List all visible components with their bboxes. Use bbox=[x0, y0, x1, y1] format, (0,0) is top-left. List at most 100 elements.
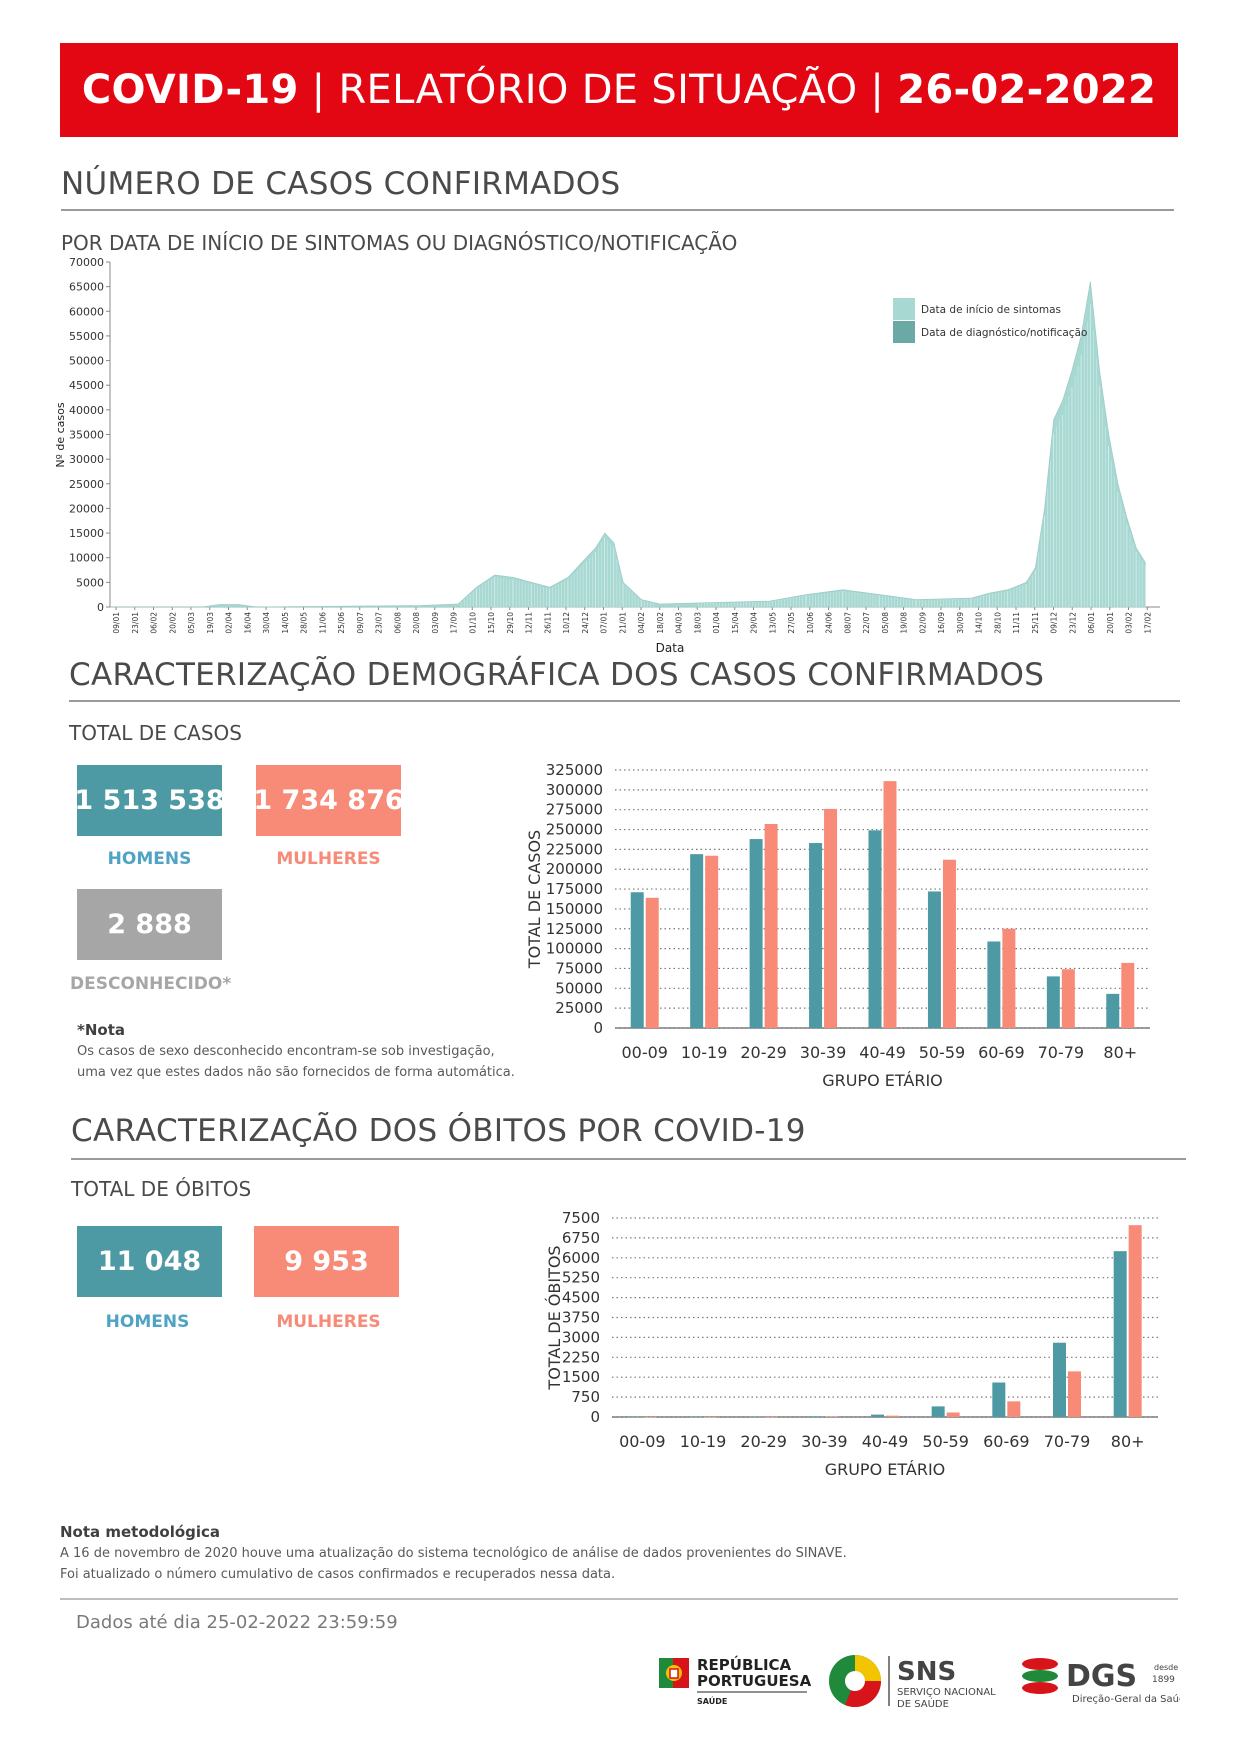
bar-men bbox=[1106, 993, 1120, 1028]
x-tick-label: 20-29 bbox=[740, 1432, 787, 1451]
x-tick-label: 10-19 bbox=[680, 1432, 727, 1451]
x-tick-label: 04/03 bbox=[675, 612, 684, 634]
x-tick-label: 18/03 bbox=[693, 612, 702, 634]
x-tick-label: 00-09 bbox=[619, 1432, 666, 1451]
x-tick-label: 24/06 bbox=[825, 612, 834, 634]
y-axis-title: TOTAL DE ÓBITOS bbox=[545, 1245, 564, 1390]
men-cases-label: HOMENS bbox=[107, 849, 192, 869]
y-tick-label: 325000 bbox=[546, 761, 603, 779]
republica-portuguesa-logo: REPÚBLICA PORTUGUESA SAÚDE bbox=[659, 1655, 812, 1706]
section-title-deaths: CARACTERIZAÇÃO DOS ÓBITOS POR COVID-19 bbox=[71, 1113, 806, 1149]
section-title-demographics: CARACTERIZAÇÃO DEMOGRÁFICA DOS CASOS CON… bbox=[69, 657, 1045, 693]
x-tick-label: 05/03 bbox=[187, 612, 196, 634]
x-tick-label: 10/12 bbox=[562, 612, 571, 634]
bar-men bbox=[927, 891, 941, 1028]
x-tick-label: 17/02 bbox=[1143, 612, 1152, 634]
bar-men bbox=[871, 1414, 884, 1417]
dgs-logo: DGS desde 1899 Direção-Geral da Saúde bbox=[1022, 1658, 1180, 1705]
y-tick-label: 750 bbox=[571, 1388, 600, 1406]
bar-men bbox=[689, 1416, 702, 1418]
x-tick-label: 19/08 bbox=[900, 612, 909, 634]
y-tick-label: 150000 bbox=[546, 900, 603, 918]
y-tick-label: 6000 bbox=[562, 1249, 600, 1267]
y-tick-label: 60000 bbox=[69, 305, 104, 318]
y-tick-label: 70000 bbox=[69, 256, 104, 269]
methodology-line: Foi atualizado o número cumulativo de ca… bbox=[60, 1567, 616, 1582]
y-tick-label: 250000 bbox=[546, 821, 603, 839]
unknown-cases-value: 2 888 bbox=[77, 889, 222, 960]
y-tick-label: 100000 bbox=[546, 940, 603, 958]
report-title: COVID-19 | RELATÓRIO DE SITUAÇÃO | 26-02… bbox=[81, 67, 1157, 113]
y-tick-label: 35000 bbox=[69, 429, 104, 442]
x-tick-label: 27/05 bbox=[787, 612, 796, 634]
x-tick-label: 29/04 bbox=[750, 612, 759, 634]
y-tick-label: 40000 bbox=[69, 404, 104, 417]
y-tick-label: 20000 bbox=[69, 502, 104, 515]
x-tick-label: 50-59 bbox=[922, 1432, 969, 1451]
bar-women bbox=[886, 1415, 899, 1417]
bar-men bbox=[992, 1382, 1006, 1417]
men-cases-value: 1 513 538 bbox=[74, 765, 225, 836]
dgs-since: desde bbox=[1154, 1663, 1178, 1672]
x-tick-label: 20/02 bbox=[168, 612, 177, 634]
y-tick-label: 7500 bbox=[562, 1209, 600, 1227]
x-tick-label: 28/05 bbox=[300, 612, 309, 634]
y-tick-label: 1500 bbox=[562, 1368, 600, 1386]
x-tick-label: 09/01 bbox=[112, 612, 121, 634]
women-deaths-value: 9 953 bbox=[254, 1226, 399, 1297]
x-tick-label: 20/08 bbox=[412, 612, 421, 634]
bar-women bbox=[1128, 1225, 1142, 1417]
x-tick-label: 03/09 bbox=[431, 612, 440, 634]
bar-men bbox=[630, 892, 644, 1028]
sns-subtext: DE SAÚDE bbox=[897, 1697, 949, 1710]
y-tick-label: 50000 bbox=[69, 355, 104, 368]
x-tick-label: 23/07 bbox=[375, 612, 384, 634]
y-axis-title: TOTAL DE CASOS bbox=[525, 830, 544, 969]
legend-swatch-diagnosis bbox=[893, 321, 915, 343]
dgs-text: DGS bbox=[1066, 1659, 1137, 1694]
y-tick-label: 3000 bbox=[562, 1328, 600, 1346]
bar-men bbox=[749, 839, 763, 1028]
y-tick-label: 300000 bbox=[546, 781, 603, 799]
epi-curve-chart: 0 5000 10000 15000 20000 25000 30000 35000 40000… bbox=[54, 256, 1160, 655]
data-cutoff-date: Dados até dia 25-02-2022 23:59:59 bbox=[76, 1612, 398, 1633]
x-tick-label: 01/04 bbox=[712, 612, 721, 634]
bar-women bbox=[704, 1416, 717, 1418]
x-tick-label: 29/10 bbox=[506, 612, 515, 634]
sns-logo: SNS SERVIÇO NACIONAL DE SAÚDE bbox=[829, 1655, 996, 1710]
x-tick-label: 23/01 bbox=[131, 612, 140, 634]
x-axis-title: Data bbox=[656, 641, 685, 655]
y-axis-title: Nº de casos bbox=[54, 402, 67, 467]
x-tick-label: 70-79 bbox=[1038, 1043, 1085, 1062]
bar-men bbox=[1053, 1342, 1066, 1417]
x-tick-label: 24/12 bbox=[581, 612, 590, 634]
y-tick-label: 125000 bbox=[546, 920, 603, 938]
bar-women bbox=[1061, 969, 1075, 1028]
bar-men bbox=[628, 1416, 642, 1418]
methodology-line: A 16 de novembro de 2020 houve uma atual… bbox=[60, 1546, 847, 1561]
x-tick-label: 30-39 bbox=[801, 1432, 848, 1451]
y-tick-label: 65000 bbox=[69, 281, 104, 294]
x-tick-label: 30/04 bbox=[262, 612, 271, 634]
x-tick-label: 22/07 bbox=[862, 612, 871, 634]
x-tick-label: 16/04 bbox=[243, 612, 252, 634]
x-tick-label: 02/09 bbox=[918, 612, 927, 634]
x-axis-title: GRUPO ETÁRIO bbox=[825, 1460, 946, 1479]
y-tick-label: 5250 bbox=[562, 1269, 600, 1287]
y-tick-label: 15000 bbox=[69, 527, 104, 540]
saude-text: SAÚDE bbox=[697, 1695, 727, 1706]
men-deaths-value: 11 048 bbox=[77, 1226, 222, 1297]
x-tick-label: 23/12 bbox=[1068, 612, 1077, 634]
men-deaths-label: HOMENS bbox=[105, 1312, 190, 1332]
x-tick-label: 06/08 bbox=[393, 612, 402, 634]
x-tick-label: 80+ bbox=[1103, 1043, 1137, 1062]
x-tick-label: 10/06 bbox=[806, 612, 815, 634]
section-divider bbox=[61, 209, 1174, 211]
bar-men bbox=[749, 1416, 763, 1418]
y-tick-label: 75000 bbox=[555, 959, 603, 977]
bar-women bbox=[643, 1416, 657, 1418]
x-tick-label: 06/01 bbox=[1087, 612, 1096, 634]
y-tick-label: 50000 bbox=[555, 979, 603, 997]
bar-men bbox=[810, 1416, 824, 1417]
